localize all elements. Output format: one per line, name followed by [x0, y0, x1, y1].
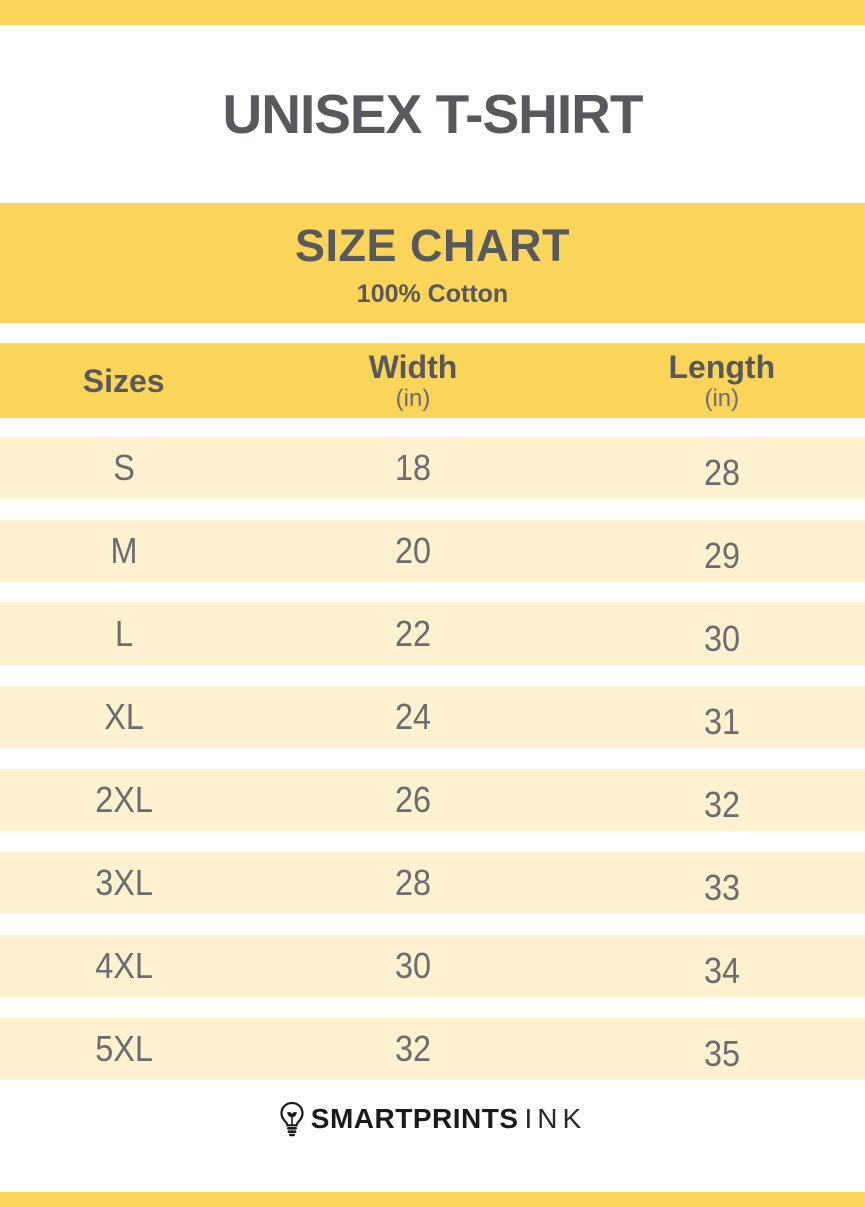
brand-name-bold: SMARTPRINTS [310, 1103, 519, 1134]
column-header-length: Length (in) [579, 343, 865, 418]
length-cell: 35 [579, 1018, 865, 1080]
table-row: 4XL 30 34 [0, 935, 865, 997]
width-cell: 18 [247, 437, 578, 499]
lightbulb-icon [280, 1101, 304, 1137]
column-label: Length [668, 348, 776, 385]
size-value: 3XL [94, 862, 153, 903]
table-row: L 22 30 [0, 603, 865, 665]
width-cell: 22 [247, 603, 578, 665]
size-cell: 5XL [0, 1018, 247, 1080]
length-cell: 29 [579, 520, 865, 582]
size-value: S [112, 447, 135, 488]
size-value: M [110, 530, 138, 571]
length-value: 29 [703, 534, 740, 576]
size-chart-banner: SIZE CHART 100% Cotton [0, 203, 865, 323]
size-cell: 3XL [0, 852, 247, 914]
banner-heading: SIZE CHART [295, 220, 570, 271]
size-table-body: S 18 28 M 20 29 L 22 30 XL 24 31 2XL 26 … [0, 437, 865, 1080]
size-value: 5XL [94, 1028, 153, 1069]
table-row: 3XL 28 33 [0, 852, 865, 914]
size-cell: L [0, 603, 247, 665]
column-label: Width [368, 348, 458, 385]
width-value: 32 [394, 1028, 432, 1069]
length-value: 31 [703, 700, 740, 742]
column-header-width: Width (in) [247, 343, 578, 418]
size-cell: 4XL [0, 935, 247, 997]
size-cell: 2XL [0, 769, 247, 831]
length-value: 28 [703, 451, 740, 493]
length-cell: 34 [579, 935, 865, 997]
table-row: XL 24 31 [0, 686, 865, 748]
length-value: 30 [703, 617, 740, 659]
length-cell: 32 [579, 769, 865, 831]
banner-subheading: 100% Cotton [356, 280, 509, 308]
column-header-sizes: Sizes [0, 343, 247, 418]
table-header-row: Sizes Width (in) Length (in) [0, 343, 865, 418]
length-cell: 31 [579, 686, 865, 748]
width-cell: 20 [247, 520, 578, 582]
bottom-accent-bar [0, 1192, 865, 1207]
size-cell: S [0, 437, 247, 499]
size-cell: XL [0, 686, 247, 748]
length-cell: 28 [579, 437, 865, 499]
column-unit-label: (in) [395, 384, 431, 412]
width-value: 24 [394, 696, 432, 737]
length-value: 35 [703, 1032, 740, 1074]
length-value: 34 [703, 949, 740, 991]
table-row: M 20 29 [0, 520, 865, 582]
size-value: L [114, 613, 133, 654]
width-value: 22 [394, 613, 432, 654]
size-value: 4XL [94, 945, 153, 986]
width-value: 20 [394, 530, 432, 571]
width-cell: 24 [247, 686, 578, 748]
width-value: 26 [394, 779, 432, 820]
length-cell: 30 [579, 603, 865, 665]
length-cell: 33 [579, 852, 865, 914]
width-cell: 32 [247, 1018, 578, 1080]
width-cell: 30 [247, 935, 578, 997]
column-label: Sizes [82, 362, 165, 399]
brand-logo: SMARTPRINTS INK [0, 1096, 865, 1142]
length-value: 33 [703, 866, 740, 908]
column-unit-label: (in) [704, 384, 740, 412]
width-cell: 28 [247, 852, 578, 914]
table-row: S 18 28 [0, 437, 865, 499]
top-accent-bar [0, 0, 865, 25]
width-value: 28 [394, 862, 432, 903]
width-value: 18 [394, 447, 432, 488]
size-value: 2XL [94, 779, 153, 820]
size-value: XL [103, 696, 144, 737]
table-row: 5XL 32 35 [0, 1018, 865, 1080]
width-cell: 26 [247, 769, 578, 831]
page-title: UNISEX T-SHIRT [222, 83, 644, 145]
size-cell: M [0, 520, 247, 582]
brand-name-light: INK [524, 1103, 587, 1134]
length-value: 32 [703, 783, 740, 825]
table-row: 2XL 26 32 [0, 769, 865, 831]
width-value: 30 [394, 945, 432, 986]
